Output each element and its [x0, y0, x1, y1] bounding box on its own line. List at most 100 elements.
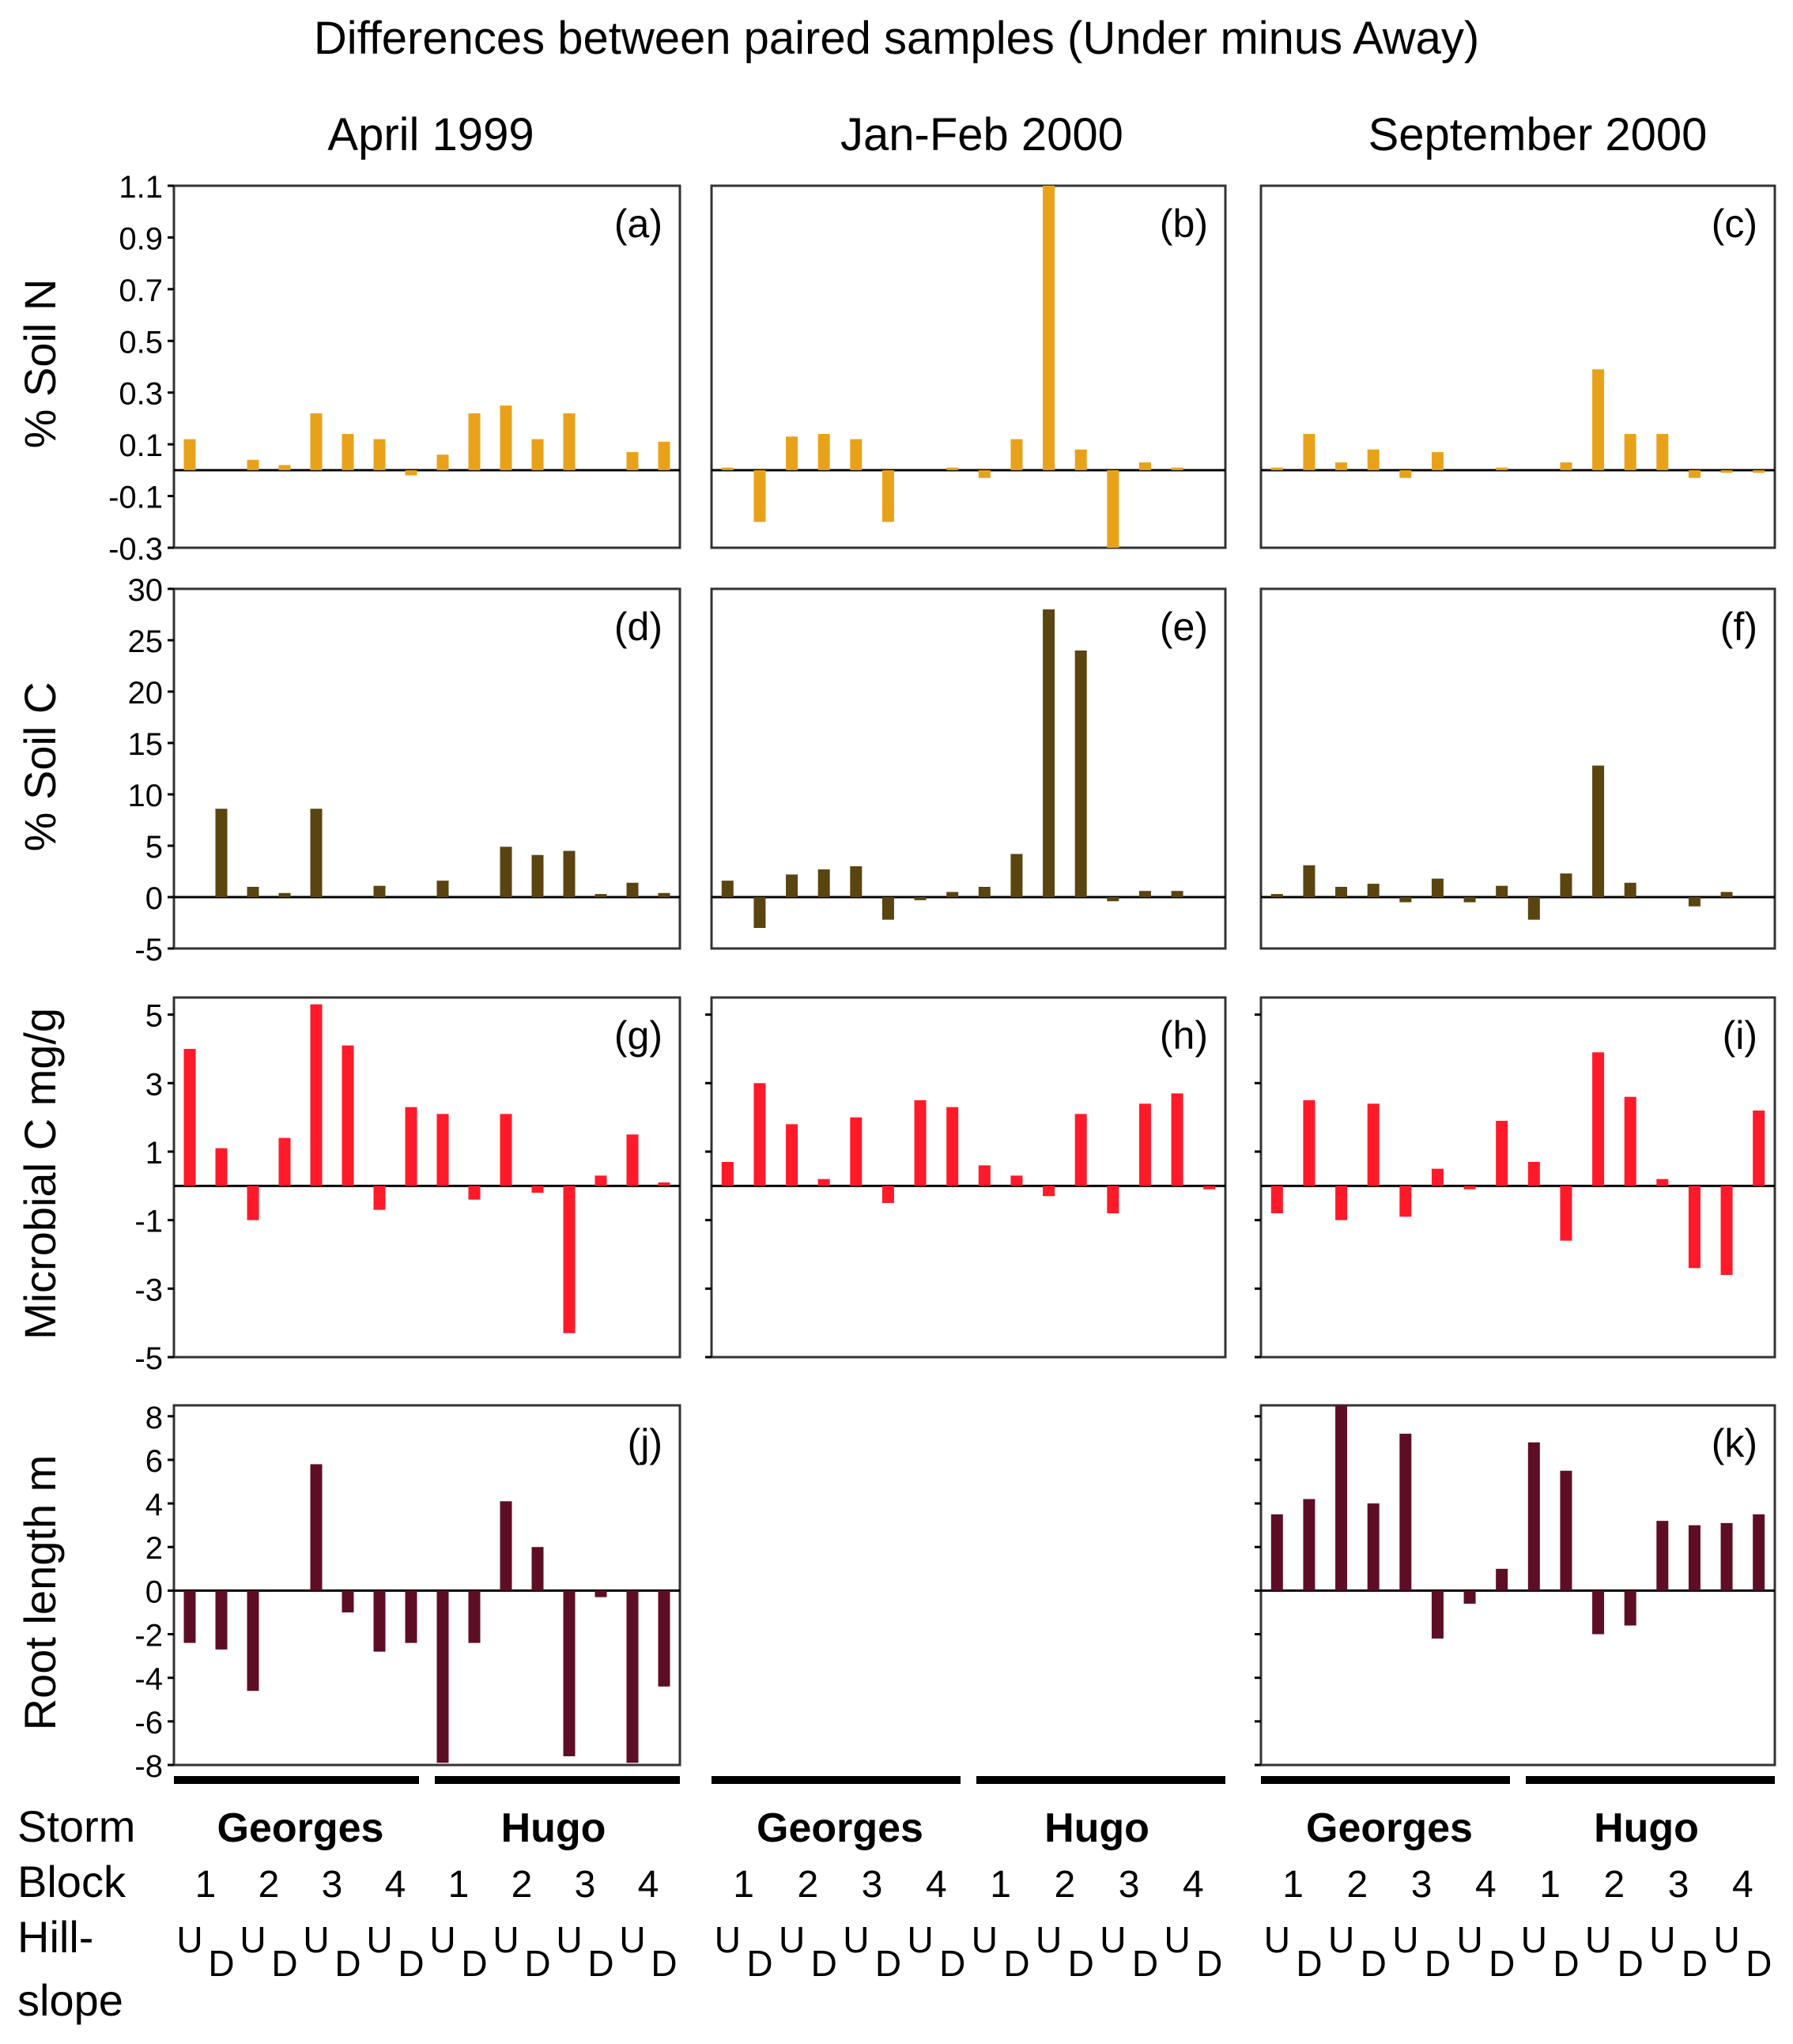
panel-a-bar-12: [531, 439, 544, 470]
hillslope-label: D: [1746, 1943, 1772, 1984]
panel-g-bar-16: [658, 1182, 670, 1186]
panel-e-bar-12: [1074, 651, 1087, 897]
panel-d: 30 25 20 15 10 5 0 -5 (d): [128, 573, 681, 967]
panel-j-ytick-label: -4: [134, 1662, 163, 1697]
panel-k-label: (k): [1712, 1421, 1757, 1465]
panel-a-bar-15: [626, 451, 639, 470]
panel-h-bar-16: [1203, 1186, 1216, 1190]
panel-g-frame: [172, 996, 681, 1359]
hillslope-label: U: [1713, 1919, 1739, 1960]
hillslope-label: D: [651, 1943, 677, 1984]
block-number: 3: [1668, 1864, 1689, 1906]
panel-a: 1.1 0.9 0.7 0.5 0.3 0.1 -0.1 -0.3 (a): [108, 170, 681, 567]
panel-i-bar-4: [1367, 1103, 1380, 1186]
hillslope-label: U: [1264, 1919, 1290, 1960]
hillslope-label: U: [779, 1919, 805, 1960]
storm-label-hugo: Hugo: [1044, 1805, 1149, 1851]
panel-e-bar-1: [721, 881, 734, 897]
panel-i-bar-10: [1560, 1186, 1572, 1241]
panel-b-bar-1: [721, 467, 734, 470]
panel-i-bar-5: [1399, 1186, 1412, 1217]
panel-h-bar-9: [978, 1165, 991, 1186]
ylabel-microbial-c: Microbial C mg/g: [15, 1008, 65, 1340]
hillslope-label: D: [1132, 1943, 1158, 1984]
panel-j-frame: [172, 1404, 681, 1767]
panel-g-bar-11: [500, 1114, 512, 1186]
hillslope-label: D: [1068, 1943, 1094, 1984]
block-number: 2: [511, 1864, 533, 1906]
panel-h-bar-12: [1074, 1114, 1087, 1186]
panel-k-bar-15: [1720, 1522, 1733, 1591]
panel-i-bar-14: [1688, 1186, 1701, 1269]
panel-h-bar-3: [786, 1124, 798, 1186]
panel-j: 8 6 4 2 0 -2 -4 -6 -8 (j): [134, 1401, 681, 1784]
hillslope-label: D: [1553, 1943, 1579, 1984]
panel-d-ytick-label: 30: [128, 573, 164, 608]
panel-h-bar-1: [721, 1162, 734, 1186]
panel-a-label: (a): [614, 202, 662, 246]
panel-e-bar-14: [1138, 891, 1151, 897]
panel-g-bar-4: [278, 1137, 291, 1186]
panel-c-label: (c): [1712, 202, 1757, 246]
panel-i-bar-1: [1270, 1186, 1283, 1213]
panel-a-bar-16: [658, 441, 670, 470]
hillslope-label: D: [587, 1943, 613, 1984]
panel-j-bar-13: [563, 1590, 576, 1756]
block-number: 2: [259, 1864, 280, 1906]
storm-label-georges: Georges: [217, 1805, 384, 1851]
panel-k-bar-12: [1624, 1590, 1636, 1626]
storm-row-label: Storm: [17, 1801, 135, 1851]
block-row-label: Block: [17, 1857, 126, 1906]
panel-h-bar-14: [1138, 1103, 1151, 1186]
panel-j-ytick-label: 6: [145, 1444, 163, 1479]
block-number: 2: [1604, 1864, 1625, 1906]
panel-f-bar-9: [1527, 897, 1540, 920]
panel-a-ytick-label: -0.3: [108, 532, 163, 567]
hillslope-label: D: [461, 1943, 487, 1984]
panel-j-bar-1: [183, 1590, 196, 1643]
panel-i-bar-6: [1431, 1168, 1444, 1186]
hillslope-label: U: [1585, 1919, 1611, 1960]
hillslope-label: U: [1164, 1919, 1190, 1960]
panel-e-bar-7: [914, 897, 927, 900]
panel-e-bar-9: [978, 887, 991, 897]
panel-d-bar-13: [563, 850, 576, 897]
panel-b-bar-2: [753, 470, 766, 522]
panel-j-bar-15: [626, 1590, 639, 1763]
figure-title: Differences between paired samples (Unde…: [314, 13, 1479, 64]
panel-b-bar-13: [1107, 470, 1119, 548]
panel-e-bar-2: [753, 897, 766, 928]
panel-b-frame: [710, 184, 1227, 549]
block-number: 3: [322, 1864, 343, 1906]
panel-g-bar-8: [405, 1107, 417, 1186]
block-number: 1: [990, 1864, 1011, 1906]
storm-bar-hugo: [976, 1776, 1225, 1784]
panel-g-bar-1: [183, 1049, 196, 1186]
panel-d-ytick-label: -5: [134, 933, 163, 967]
panel-k-bar-10: [1560, 1470, 1572, 1591]
panel-j-ytick-label: 2: [145, 1531, 163, 1566]
panel-a-bar-9: [436, 454, 449, 470]
panel-k-bar-13: [1656, 1521, 1669, 1591]
panel-d-bar-2: [215, 809, 228, 897]
panel-c-bar-4: [1367, 449, 1380, 470]
column-title-september-2000: September 2000: [1368, 109, 1708, 160]
panel-k-frame: [1259, 1404, 1776, 1767]
panel-d-ytick-label: 5: [145, 830, 163, 865]
panel-c-bar-6: [1431, 451, 1444, 470]
hillslope-label: U: [493, 1919, 519, 1960]
panel-g-ytick-label: -3: [134, 1273, 163, 1307]
panel-h-label: (h): [1160, 1013, 1208, 1058]
panel-a-frame: [172, 184, 681, 549]
block-number: 4: [385, 1864, 406, 1906]
panel-f-bar-11: [1592, 765, 1605, 897]
panel-d-bar-9: [436, 881, 449, 897]
panel-d-bar-4: [278, 892, 291, 897]
hillslope-label: U: [1328, 1919, 1354, 1960]
hillslope-label: D: [1682, 1943, 1708, 1984]
hillslope-label: U: [1036, 1919, 1062, 1960]
panel-d-bar-7: [373, 885, 386, 897]
panel-f-bar-7: [1463, 897, 1476, 903]
panel-g-ytick-label: 5: [145, 999, 163, 1034]
